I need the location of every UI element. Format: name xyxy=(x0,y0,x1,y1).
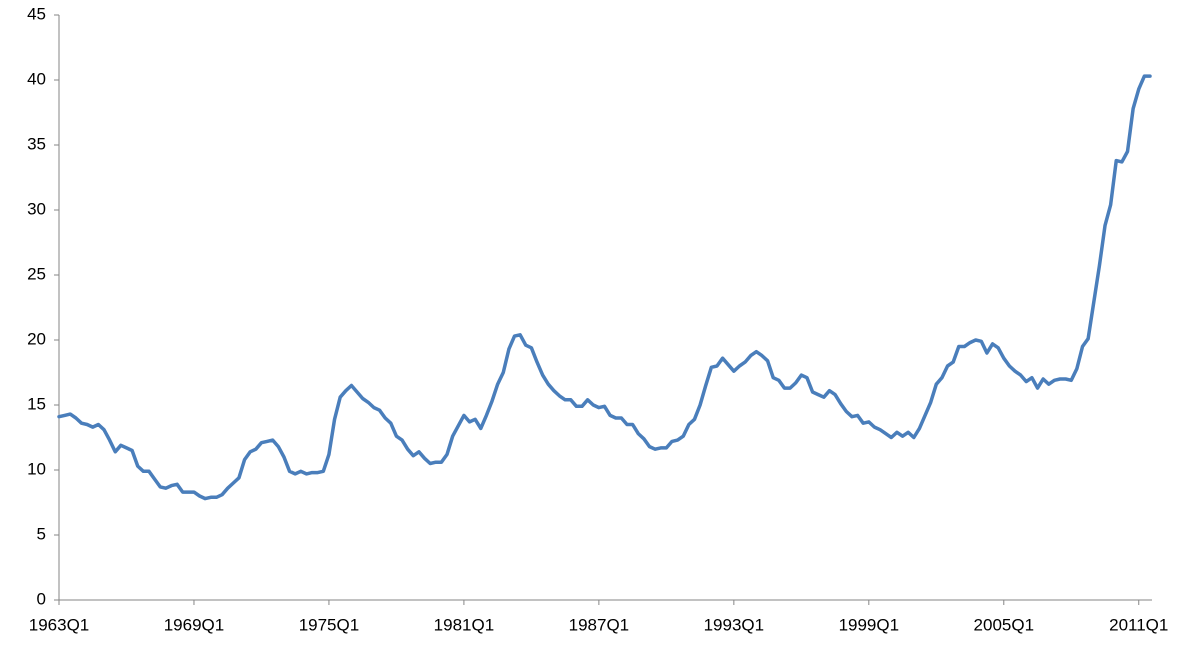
y-tick-label: 25 xyxy=(27,264,46,283)
y-tick-label: 35 xyxy=(27,134,46,153)
y-tick-label: 10 xyxy=(27,459,46,478)
y-tick-label: 30 xyxy=(27,199,46,218)
x-tick-label: 2011Q1 xyxy=(1109,615,1168,634)
data-line xyxy=(57,74,1152,501)
y-tick-label: 45 xyxy=(27,4,46,23)
x-tick-label: 1987Q1 xyxy=(569,615,630,634)
y-tick-label: 40 xyxy=(27,69,46,88)
x-tick-label: 1981Q1 xyxy=(434,615,495,634)
x-tick-label: 1963Q1 xyxy=(29,615,90,634)
y-tick-label: 5 xyxy=(37,524,46,543)
x-tick-label: 1969Q1 xyxy=(164,615,225,634)
y-tick-label: 0 xyxy=(37,589,46,608)
x-tick-label: 1999Q1 xyxy=(839,615,900,634)
x-tick-label: 1975Q1 xyxy=(299,615,360,634)
x-tick-label: 2005Q1 xyxy=(974,615,1035,634)
x-tick-label: 1993Q1 xyxy=(704,615,765,634)
y-tick-label: 20 xyxy=(27,329,46,348)
y-tick-label: 15 xyxy=(27,394,46,413)
